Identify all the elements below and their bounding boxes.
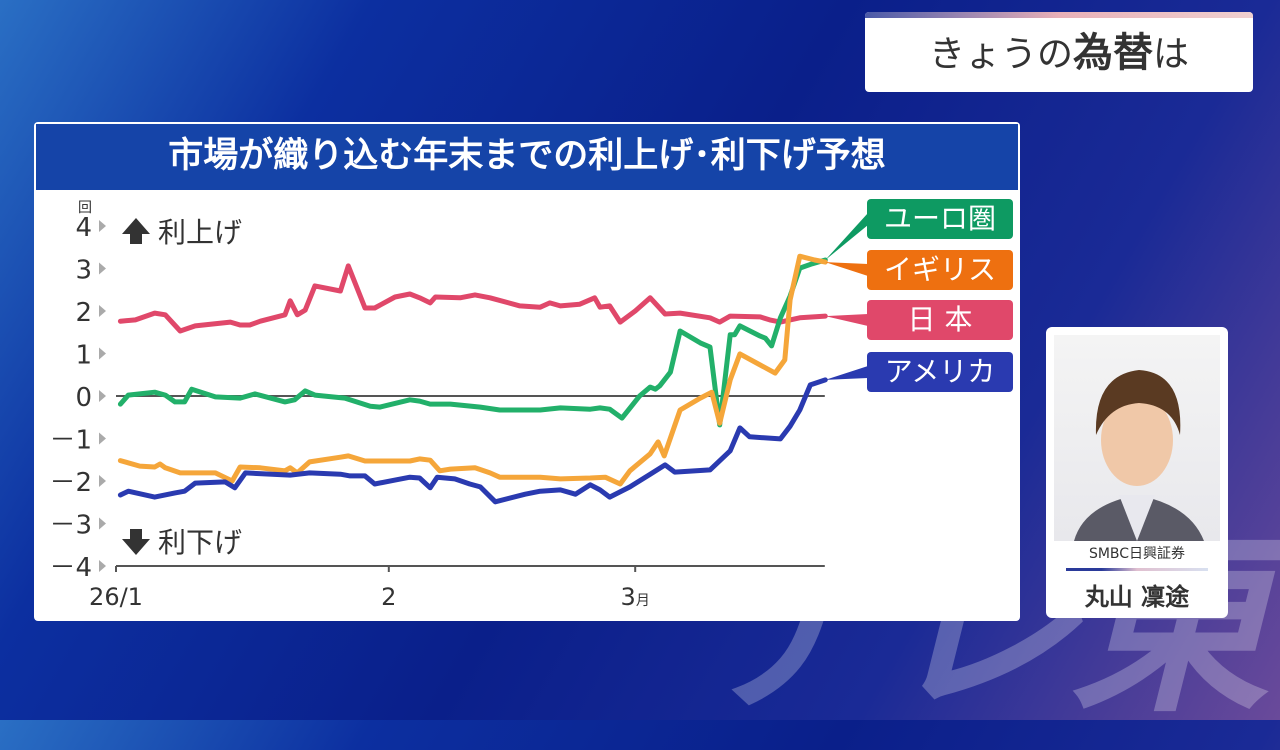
y-tick-triangle-icon	[99, 305, 106, 317]
legend-callout-0	[825, 314, 868, 326]
series-line-0	[117, 263, 828, 334]
y-tick-triangle-icon	[99, 262, 106, 275]
y-tick-triangle-icon	[99, 432, 106, 445]
guest-company: SMBC日興証券	[1088, 546, 1186, 562]
y-unit-label: 回	[78, 200, 92, 216]
y-tick-triangle-icon	[99, 517, 106, 530]
x-tick-label: 2	[381, 583, 396, 611]
card-divider	[1066, 568, 1208, 571]
y-tick-label: －2	[49, 468, 92, 498]
person-silhouette-icon	[1074, 370, 1204, 541]
chart-title: 市場が織り込む年末までの利上げ･利下げ予想	[36, 124, 1018, 190]
x-tick-label: 26/1	[89, 583, 143, 611]
y-tick-label: －4	[49, 553, 92, 583]
legend-label: ユーロ圏	[867, 199, 1013, 239]
arrow-up-icon	[122, 218, 150, 244]
y-tick-label: －3	[49, 511, 92, 541]
legend-label: 日 本	[867, 300, 1013, 340]
topic-banner: きょうの為替は	[865, 12, 1253, 92]
y-tick-label: 4	[75, 213, 92, 243]
rate-cut-label: 利下げ	[158, 526, 242, 559]
banner-prefix: きょうの	[928, 34, 1073, 75]
y-tick-triangle-icon	[99, 220, 106, 232]
legend-label: イギリス	[867, 250, 1013, 290]
series-line-3	[117, 377, 828, 505]
y-tick-label: 3	[75, 256, 92, 286]
legend-callout-3	[825, 366, 868, 380]
y-tick-label: 2	[75, 298, 92, 328]
banner-bold: 為替	[1073, 30, 1153, 76]
guest-name: 丸山 凜途	[1084, 583, 1190, 611]
arrow-down-icon	[122, 529, 150, 555]
banner-accent-strip	[865, 12, 1253, 18]
series-line-1	[117, 257, 828, 428]
y-tick-triangle-icon	[99, 347, 106, 360]
guest-photo	[1054, 335, 1220, 541]
legend-callout-2	[825, 262, 868, 276]
y-tick-label: 0	[75, 383, 92, 413]
y-tick-triangle-icon	[99, 475, 106, 487]
y-tick-triangle-icon	[99, 560, 106, 572]
legend-label: アメリカ	[867, 352, 1013, 392]
y-tick-label: 1	[75, 341, 92, 371]
guest-card: SMBC日興証券 丸山 凜途	[1046, 327, 1228, 618]
legend-callout-1	[825, 213, 868, 260]
y-tick-label: －1	[49, 426, 92, 456]
series-line-2	[117, 253, 828, 487]
banner-suffix: は	[1153, 34, 1190, 75]
y-tick-triangle-icon	[99, 390, 106, 402]
x-tick-label: 3月	[621, 583, 650, 611]
rate-hike-label: 利上げ	[158, 216, 242, 249]
x-tick-suffix: 月	[636, 593, 650, 609]
